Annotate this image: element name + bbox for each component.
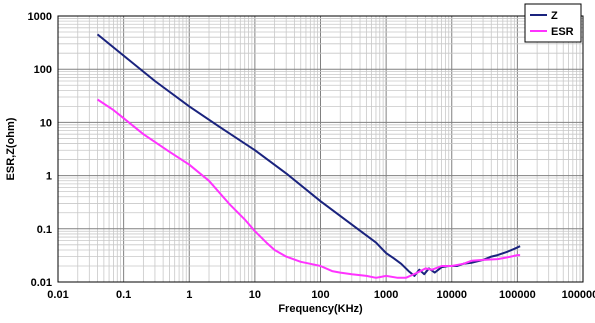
x-tick-label: 0.1 <box>116 289 131 301</box>
series-line-esr <box>96 98 521 279</box>
y-tick-label: 10 <box>40 117 52 129</box>
x-tick-label: 1 <box>186 289 192 301</box>
plot-area-frame <box>57 15 584 283</box>
series-line-z <box>96 33 521 277</box>
grid <box>57 16 583 283</box>
y-tick-label: 0.01 <box>31 277 52 289</box>
y-tick-label: 0.1 <box>37 224 52 236</box>
y-axis-title: ESR,Z(ohm) <box>5 117 17 180</box>
legend: Z ESR <box>524 3 582 43</box>
x-tick-label: 100000 <box>499 289 536 301</box>
x-tick-label: 10 <box>249 289 261 301</box>
x-tick-labels: 0.01 0.1 1 10 100 1000 10000 100000 1000000 <box>47 289 595 301</box>
x-tick-label: 1000000 <box>562 289 595 301</box>
legend-box <box>524 3 582 43</box>
series-group <box>96 33 521 279</box>
x-axis-title: Frequency(KHz) <box>278 303 363 315</box>
y-tick-label: 1000 <box>28 11 52 23</box>
y-tick-label: 100 <box>34 64 52 76</box>
x-tick-label: 1000 <box>374 289 398 301</box>
x-tick-label: 100 <box>311 289 329 301</box>
y-tick-labels: 0.01 0.1 1 10 100 1000 <box>28 11 52 289</box>
x-tick-label: 10000 <box>436 289 467 301</box>
legend-label-esr: ESR <box>551 26 574 38</box>
x-tick-label: 0.01 <box>47 289 68 301</box>
legend-label-z: Z <box>551 10 558 22</box>
y-tick-label: 1 <box>46 171 52 183</box>
